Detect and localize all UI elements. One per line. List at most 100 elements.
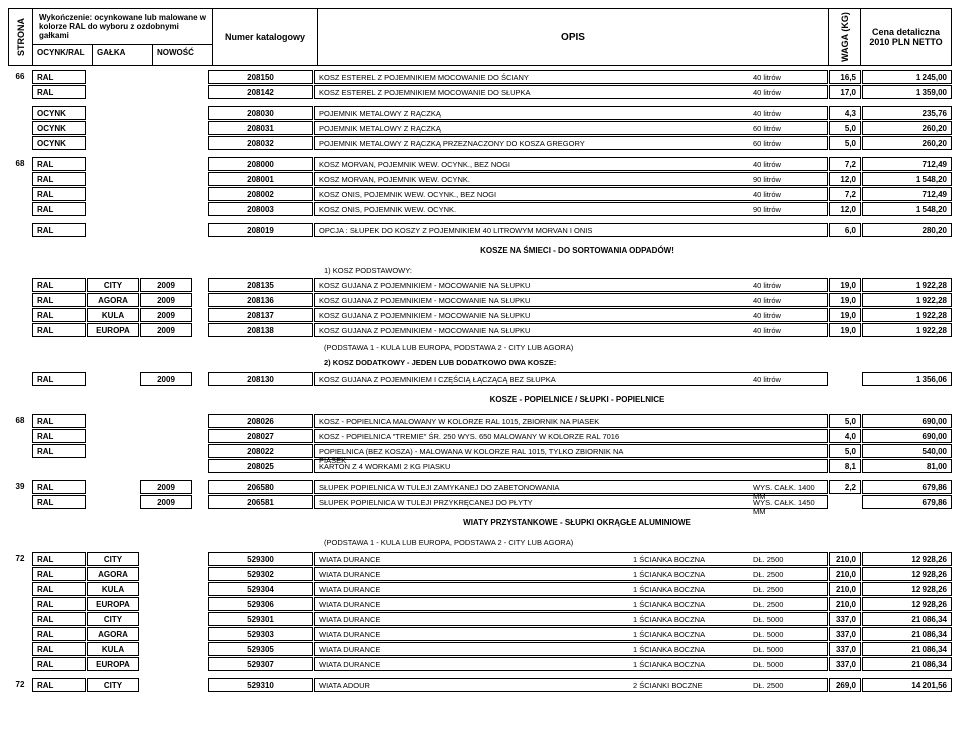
opis-text: WIATA DURANCE (319, 645, 633, 653)
cell-cena: 12 928,26 (862, 582, 952, 596)
cell-galka (87, 429, 139, 443)
opis-text3: 40 litrów (753, 375, 823, 383)
opis-text3 (753, 226, 823, 234)
cell-ocynkral: RAL (32, 187, 86, 201)
cell-waga: 4,0 (829, 429, 861, 443)
cell-strona (8, 372, 32, 387)
cell-cena: 690,00 (862, 414, 952, 428)
cell-nowosc: 2009 (140, 323, 192, 337)
opis-text3 (753, 462, 823, 470)
table-row: RALAGORA529302WIATA DURANCE1 ŚCIANKA BOC… (8, 567, 952, 582)
cell-waga: 210,0 (829, 552, 861, 566)
cell-katalog: 529310 (208, 678, 313, 692)
cell-cena: 1 922,28 (862, 323, 952, 337)
cell-opis: KOSZ GUJANA Z POJEMNIKIEM - MOCOWANIE NA… (314, 308, 828, 322)
cell-strona (8, 85, 32, 100)
opis-text2 (633, 498, 753, 506)
opis-text: KOSZ - POPIELNICA "TREMIE" ŚR. 250 WYS. … (319, 432, 633, 440)
cell-strona (8, 187, 32, 202)
table-row: 39RAL2009206580SŁUPEK POPIELNICA W TULEJ… (8, 480, 952, 495)
opis-text2 (633, 432, 753, 440)
table-row: 72RALCITY529300WIATA DURANCE1 ŚCIANKA BO… (8, 552, 952, 567)
cell-katalog: 208022 (208, 444, 313, 458)
cell-nowosc (140, 459, 192, 473)
opis-text: KOSZ GUJANA Z POJEMNIKIEM I CZĘŚCIĄ ŁĄCZ… (319, 375, 633, 383)
opis-text2 (633, 462, 753, 470)
cell-ocynkral: RAL (32, 678, 86, 692)
table-row: RALAGORA2009208136KOSZ GUJANA Z POJEMNIK… (8, 293, 952, 308)
cell-galka: AGORA (87, 293, 139, 307)
cell-nowosc (140, 85, 192, 99)
header-galka: GAŁKA (93, 45, 153, 65)
cell-nowosc: 2009 (140, 278, 192, 292)
cell-ocynkral: RAL (32, 567, 86, 581)
cell-strona (8, 106, 32, 121)
cell-cena: 1 922,28 (862, 278, 952, 292)
cell-opis: KARTON Z 4 WORKAMI 2 KG PIASKU (314, 459, 828, 473)
cell-ocynkral: RAL (32, 552, 86, 566)
rows-group-3: RAL2009208130KOSZ GUJANA Z POJEMNIKIEM I… (8, 372, 952, 387)
cell-katalog: 529306 (208, 597, 313, 611)
cell-waga: 16,5 (829, 70, 861, 84)
opis-text: KOSZ ESTEREL Z POJEMNIKIEM MOCOWANIE DO … (319, 73, 633, 81)
cell-katalog: 208130 (208, 372, 313, 386)
cell-galka: CITY (87, 612, 139, 626)
cell-galka (87, 187, 139, 201)
section-sub-4-text: (PODSTAWA 1 - KULA LUB EUROPA, PODSTAWA … (324, 537, 952, 550)
cell-waga: 337,0 (829, 612, 861, 626)
cell-opis: KOSZ GUJANA Z POJEMNIKIEM - MOCOWANIE NA… (314, 323, 828, 337)
cell-opis: WIATA DURANCE1 ŚCIANKA BOCZNADŁ. 2500 (314, 552, 828, 566)
opis-text3: 60 litrów (753, 124, 823, 132)
cell-opis: SŁUPEK POPIELNICA W TULEJI ZAMYKANEJ DO … (314, 480, 828, 494)
cell-nowosc (140, 657, 192, 671)
cell-waga: 19,0 (829, 323, 861, 337)
cell-cena: 1 922,28 (862, 293, 952, 307)
cell-nowosc (140, 612, 192, 626)
cell-waga: 2,2 (829, 480, 861, 494)
cell-opis: WIATA DURANCE1 ŚCIANKA BOCZNADŁ. 5000 (314, 612, 828, 626)
cell-strona (8, 323, 32, 338)
cell-waga: 12,0 (829, 202, 861, 216)
opis-text2: 1 ŚCIANKA BOCZNA (633, 615, 753, 623)
header-waga: WAGA (KG) (829, 9, 861, 65)
table-row: RAL208019OPCJA : SŁUPEK DO KOSZY Z POJEM… (8, 223, 952, 238)
cell-cena: 712,49 (862, 187, 952, 201)
opis-text: OPCJA : SŁUPEK DO KOSZY Z POJEMNIKIEM 40… (319, 226, 633, 234)
cell-galka: KULA (87, 642, 139, 656)
opis-text2 (633, 88, 753, 96)
cell-nowosc (140, 157, 192, 171)
cell-katalog: 208002 (208, 187, 313, 201)
cell-ocynkral: RAL (32, 495, 86, 509)
cell-katalog: 208032 (208, 136, 313, 150)
opis-text: POJEMNIK METALOWY Z RĄCZKĄ (319, 124, 633, 132)
header-cena2: 2010 PLN NETTO (869, 37, 942, 47)
header-cena1: Cena detaliczna (872, 27, 940, 37)
opis-text2 (633, 124, 753, 132)
cell-cena: 21 086,34 (862, 612, 952, 626)
opis-text2 (633, 73, 753, 81)
cell-katalog: 208135 (208, 278, 313, 292)
table-row: RAL208142KOSZ ESTEREL Z POJEMNIKIEM MOCO… (8, 85, 952, 100)
opis-text2 (633, 160, 753, 168)
opis-text2 (633, 483, 753, 491)
table-row: RALCITY529301WIATA DURANCE1 ŚCIANKA BOCZ… (8, 612, 952, 627)
cell-cena: 690,00 (862, 429, 952, 443)
table-header: STRONA Wykończenie: ocynkowane lub malow… (8, 8, 952, 66)
header-strona-label: STRONA (16, 18, 26, 56)
cell-waga (829, 495, 861, 509)
opis-text: WIATA DURANCE (319, 660, 633, 668)
opis-text2: 1 ŚCIANKA BOCZNA (633, 585, 753, 593)
opis-text2: 1 ŚCIANKA BOCZNA (633, 660, 753, 668)
cell-opis: KOSZ GUJANA Z POJEMNIKIEM - MOCOWANIE NA… (314, 278, 828, 292)
rows-group-4: 68RAL208026KOSZ - POPIELNICA MALOWANY W … (8, 414, 952, 474)
cell-galka: EUROPA (87, 657, 139, 671)
table-row: 208025KARTON Z 4 WORKAMI 2 KG PIASKU8,18… (8, 459, 952, 474)
table-row: RAL208003KOSZ ONIS, POJEMNIK WEW. OCYNK.… (8, 202, 952, 217)
cell-nowosc (140, 678, 192, 692)
table-row: 68RAL208026KOSZ - POPIELNICA MALOWANY W … (8, 414, 952, 429)
opis-text3: 40 litrów (753, 281, 823, 289)
cell-opis: WIATA ADOUR2 ŚCIANKI BOCZNEDŁ. 2500 (314, 678, 828, 692)
cell-ocynkral: RAL (32, 582, 86, 596)
cell-ocynkral (32, 459, 86, 473)
cell-waga: 19,0 (829, 278, 861, 292)
